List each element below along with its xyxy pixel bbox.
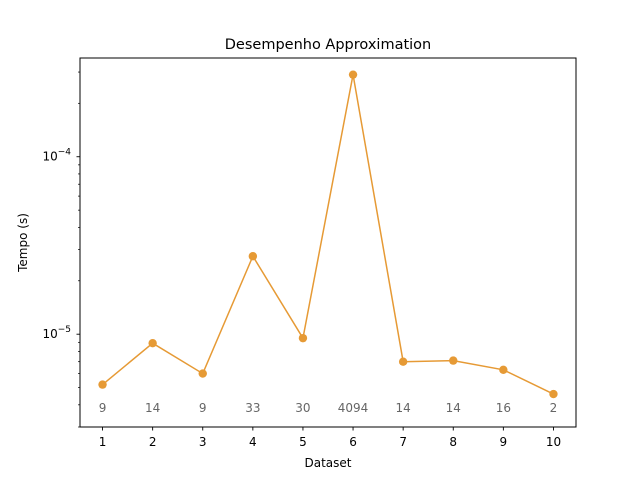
y-tick-label-base: 10 xyxy=(42,150,57,164)
series-line xyxy=(102,74,554,395)
point-annotation: 14 xyxy=(145,401,160,415)
data-point xyxy=(148,338,157,348)
data-point xyxy=(449,356,458,365)
data-point xyxy=(499,365,508,375)
x-ticks: 1 2 3 4 5 6 7 8 9 10 xyxy=(99,427,561,449)
point-annotation: 9 xyxy=(199,401,207,415)
series-layer xyxy=(98,70,558,399)
data-point xyxy=(348,70,358,79)
point-annotation: 2 xyxy=(550,401,558,415)
data-point xyxy=(298,333,308,343)
y-tick-label: 10−4 xyxy=(42,148,71,164)
y-tick-label-exponent: −4 xyxy=(58,148,72,158)
y-tick-label: 10−5 xyxy=(42,325,71,341)
y-axis-label: Tempo (s) xyxy=(16,213,30,273)
x-tick-label: 3 xyxy=(199,435,207,449)
x-tick-label: 9 xyxy=(500,435,508,449)
point-annotation: 14 xyxy=(396,401,411,415)
x-tick-label: 7 xyxy=(399,435,407,449)
x-tick-label: 1 xyxy=(99,435,107,449)
point-annotation: 16 xyxy=(496,401,511,415)
x-tick-label: 4 xyxy=(249,435,257,449)
x-tick-label: 10 xyxy=(546,435,561,449)
y-major-ticks: 10−510−4 xyxy=(42,148,80,341)
point-annotation: 30 xyxy=(295,401,310,415)
annotations-layer: 9 14 9 33 30 4094 14 14 16 2 xyxy=(99,401,558,415)
point-annotation: 33 xyxy=(245,401,260,415)
point-annotation: 4094 xyxy=(338,401,369,415)
y-tick-label-base: 10 xyxy=(42,327,57,341)
x-tick-label: 8 xyxy=(449,435,457,449)
plot-frame xyxy=(79,57,577,428)
data-point xyxy=(198,369,207,378)
data-point xyxy=(248,252,258,261)
data-point xyxy=(98,380,107,389)
chart-title: Desempenho Approximation xyxy=(225,37,431,53)
point-annotation: 14 xyxy=(446,401,461,415)
data-point xyxy=(398,357,408,366)
x-tick-label: 6 xyxy=(349,435,357,449)
x-axis-label: Dataset xyxy=(305,456,352,470)
point-annotation: 9 xyxy=(99,401,107,415)
x-tick-label: 5 xyxy=(299,435,307,449)
y-tick-label-exponent: −5 xyxy=(58,325,71,335)
data-point xyxy=(549,389,558,399)
x-tick-label: 2 xyxy=(149,435,157,449)
